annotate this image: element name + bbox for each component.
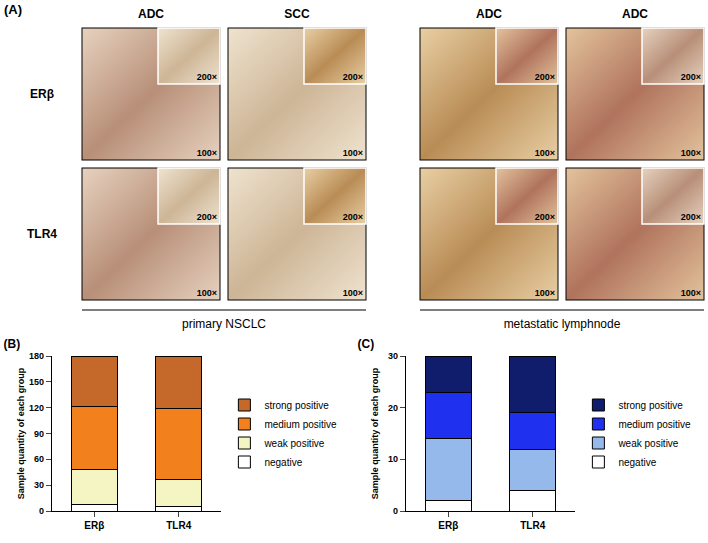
svg-text:30: 30 <box>34 480 44 490</box>
svg-text:primary NSCLC: primary NSCLC <box>182 317 266 331</box>
svg-text:200×: 200× <box>197 212 217 222</box>
svg-text:100×: 100× <box>197 148 217 158</box>
svg-text:100×: 100× <box>681 148 701 158</box>
svg-text:100×: 100× <box>535 288 555 298</box>
svg-text:Sample quantity of each group: Sample quantity of each group <box>370 367 380 499</box>
svg-text:90: 90 <box>34 429 44 439</box>
svg-text:negative: negative <box>618 457 656 468</box>
svg-text:ERβ: ERβ <box>84 520 104 531</box>
svg-text:200×: 200× <box>681 212 701 222</box>
svg-text:0: 0 <box>393 506 398 516</box>
svg-text:100×: 100× <box>343 288 363 298</box>
svg-text:100×: 100× <box>681 288 701 298</box>
svg-text:30: 30 <box>388 351 398 361</box>
svg-text:200×: 200× <box>343 72 363 82</box>
svg-text:ERβ: ERβ <box>438 520 458 531</box>
svg-text:100×: 100× <box>197 288 217 298</box>
svg-text:200×: 200× <box>535 212 555 222</box>
svg-text:200×: 200× <box>535 72 555 82</box>
svg-text:180: 180 <box>29 351 44 361</box>
svg-text:200×: 200× <box>681 72 701 82</box>
svg-text:TLR4: TLR4 <box>520 520 545 531</box>
svg-text:150: 150 <box>29 377 44 387</box>
svg-text:200×: 200× <box>343 212 363 222</box>
svg-text:TLR4: TLR4 <box>166 520 191 531</box>
svg-text:120: 120 <box>29 403 44 413</box>
svg-text:ADC: ADC <box>138 7 164 21</box>
svg-text:ADC: ADC <box>622 7 648 21</box>
svg-text:strong positive: strong positive <box>618 400 683 411</box>
svg-text:(B): (B) <box>4 337 21 351</box>
svg-text:ERβ: ERβ <box>30 87 54 101</box>
svg-text:100×: 100× <box>343 148 363 158</box>
svg-text:TLR4: TLR4 <box>27 227 57 241</box>
svg-text:20: 20 <box>388 403 398 413</box>
svg-text:(C): (C) <box>358 337 375 351</box>
svg-text:100×: 100× <box>535 148 555 158</box>
svg-text:0: 0 <box>39 506 44 516</box>
svg-text:(A): (A) <box>4 2 22 17</box>
svg-text:SCC: SCC <box>284 7 310 21</box>
svg-text:Sample quantity of each group: Sample quantity of each group <box>16 367 26 499</box>
svg-text:10: 10 <box>388 454 398 464</box>
svg-text:200×: 200× <box>197 72 217 82</box>
svg-text:weak positive: weak positive <box>617 438 678 449</box>
svg-text:negative: negative <box>264 457 302 468</box>
svg-text:medium positive: medium positive <box>264 419 337 430</box>
svg-text:weak positive: weak positive <box>263 438 324 449</box>
svg-text:metastatic lymphnode: metastatic lymphnode <box>504 317 621 331</box>
svg-text:ADC: ADC <box>476 7 502 21</box>
svg-text:60: 60 <box>34 454 44 464</box>
svg-text:strong positive: strong positive <box>264 400 329 411</box>
svg-text:medium positive: medium positive <box>618 419 691 430</box>
